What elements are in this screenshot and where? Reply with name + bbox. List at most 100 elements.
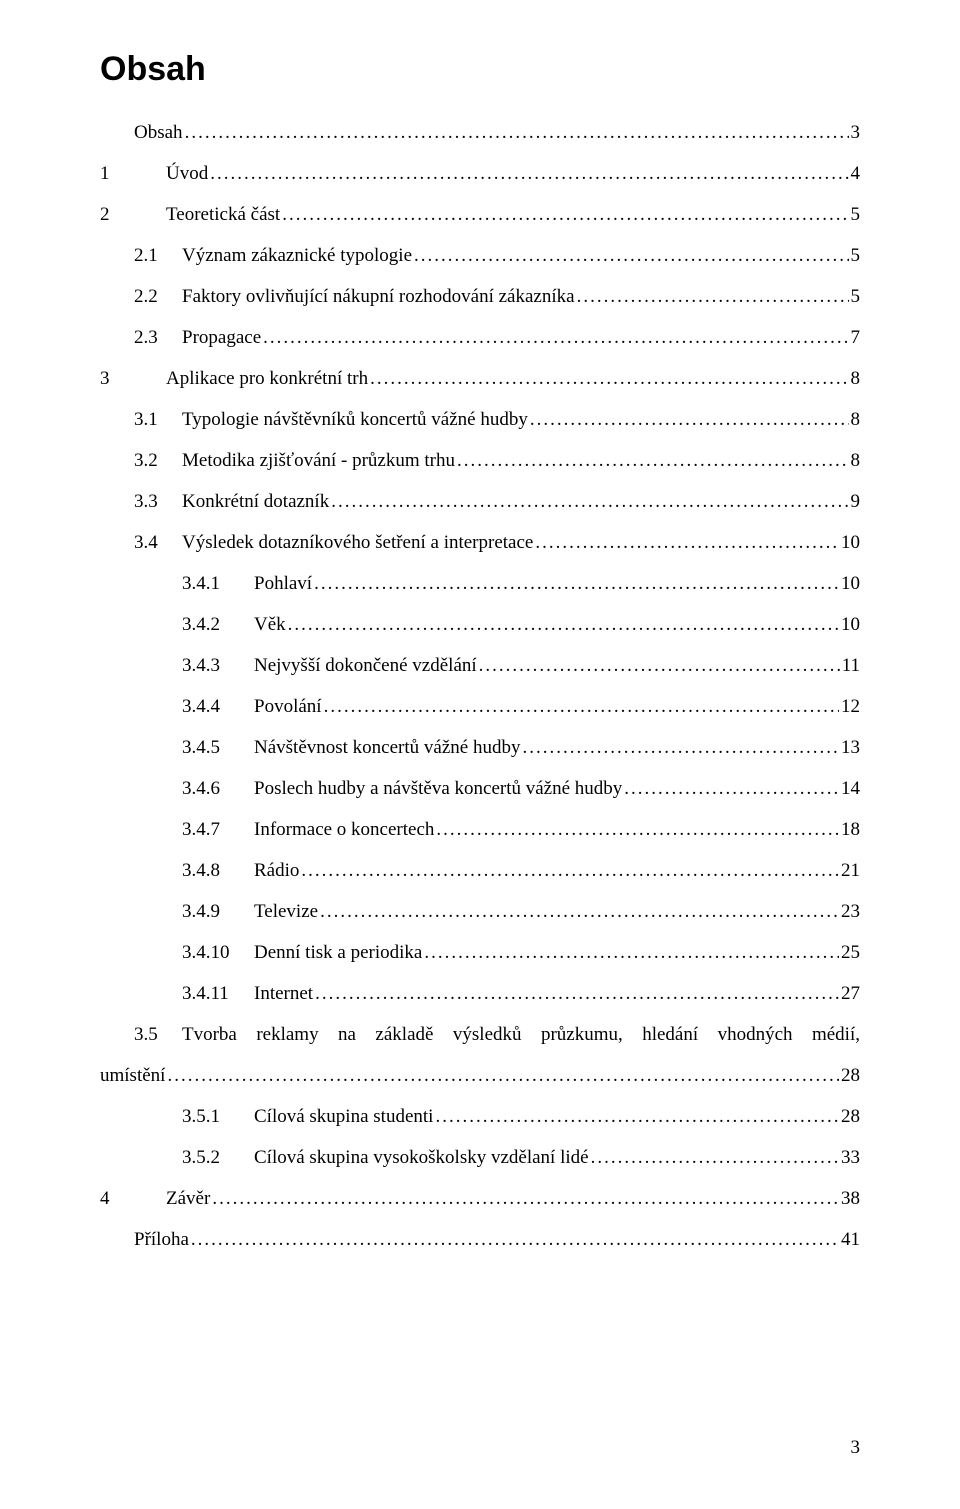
toc-page: 9 (851, 492, 861, 511)
toc-number: 3.4.4 (182, 697, 254, 716)
toc-number: 3.4 (134, 533, 182, 552)
toc-number: 3.4.11 (182, 984, 254, 1003)
toc-label: Význam zákaznické typologie (182, 246, 412, 265)
toc-label: Tvorba reklamy na základě výsledků průzk… (182, 1025, 860, 1044)
toc-line: 3.4.2Věk10 (100, 615, 860, 634)
toc-line: 3.5.1Cílová skupina studenti28 (100, 1107, 860, 1126)
toc-line: 3.4.8Rádio21 (100, 861, 860, 880)
toc-label: Faktory ovlivňující nákupní rozhodování … (182, 287, 575, 306)
toc-page: 8 (851, 369, 861, 388)
toc-dots (436, 820, 839, 839)
toc-line: 3.4.1Pohlaví10 (100, 574, 860, 593)
toc-dots (370, 369, 848, 388)
page: Obsah Obsah31Úvod42Teoretická část52.1Vý… (0, 0, 960, 1509)
toc-page: 27 (841, 984, 860, 1003)
toc-dots (320, 902, 839, 921)
toc-page: 33 (841, 1148, 860, 1167)
toc-page: 25 (841, 943, 860, 962)
toc-line: 3.4.10Denní tisk a periodika 25 (100, 943, 860, 962)
toc-page: 5 (851, 246, 861, 265)
toc-line: Obsah3 (100, 123, 860, 142)
toc-page: 21 (841, 861, 860, 880)
toc-dots (414, 246, 848, 265)
toc-dots (331, 492, 848, 511)
toc-page: 5 (851, 205, 861, 224)
toc-page: 41 (841, 1230, 860, 1249)
toc-dots (185, 123, 849, 142)
toc-number: 3.2 (134, 451, 182, 470)
toc-label: Cílová skupina vysokoškolsky vzdělaní li… (254, 1148, 589, 1167)
toc-line: 4Závěr38 (100, 1189, 860, 1208)
toc-line: 2.3Propagace7 (100, 328, 860, 347)
toc-label: Poslech hudby a návštěva koncertů vážné … (254, 779, 622, 798)
toc-page: 8 (851, 451, 861, 470)
toc-line: 3.4.6Poslech hudby a návštěva koncertů v… (100, 779, 860, 798)
toc-dots (191, 1230, 839, 1249)
toc-dots (591, 1148, 839, 1167)
toc-dots (479, 656, 840, 675)
toc-number: 3.4.8 (182, 861, 254, 880)
toc-line: 3.1Typologie návštěvníků koncertů vážné … (100, 410, 860, 429)
toc-dots (577, 287, 849, 306)
toc-page: 10 (841, 533, 860, 552)
toc-line: 3Aplikace pro konkrétní trh8 (100, 369, 860, 388)
toc-line: 1 Úvod 4 (100, 164, 860, 183)
toc-line: 3.4.4Povolání12 (100, 697, 860, 716)
toc-line: 3.4.5Návštěvnost koncertů vážné hudby13 (100, 738, 860, 757)
toc-number: 3.4.7 (182, 820, 254, 839)
toc-line: 3.2Metodika zjišťování - průzkum trhu 8 (100, 451, 860, 470)
toc-label: Typologie návštěvníků koncertů vážné hud… (182, 410, 528, 429)
toc-dots (315, 984, 839, 1003)
toc-number: 3.4.6 (182, 779, 254, 798)
toc-dots (522, 738, 839, 757)
toc-label: Návštěvnost koncertů vážné hudby (254, 738, 520, 757)
toc-line: 3.5.2Cílová skupina vysokoškolsky vzděla… (100, 1148, 860, 1167)
page-number: 3 (851, 1437, 861, 1459)
toc-dots (424, 943, 839, 962)
toc-dots (624, 779, 839, 798)
toc-number: 3.4.10 (182, 943, 254, 962)
toc-label: Internet (254, 984, 313, 1003)
toc-line: 3.4.7Informace o koncertech18 (100, 820, 860, 839)
toc-label: Věk (254, 615, 286, 634)
toc-label: Propagace (182, 328, 261, 347)
toc-label: Metodika zjišťování - průzkum trhu (182, 451, 455, 470)
toc-number: 3.4.9 (182, 902, 254, 921)
toc-label: Konkrétní dotazník (182, 492, 329, 511)
toc-label: Teoretická část (166, 205, 280, 224)
toc-dots (324, 697, 839, 716)
toc-label: Úvod (166, 164, 208, 183)
toc-number: 3.1 (134, 410, 182, 429)
toc-page: 4 (851, 164, 861, 183)
toc-line: 3.4Výsledek dotazníkového šetření a inte… (100, 533, 860, 552)
toc-number: 2 (100, 205, 134, 224)
toc-dots (167, 1066, 839, 1085)
toc-number: 1 (100, 164, 134, 183)
toc-dots (435, 1107, 839, 1126)
toc-dots (530, 410, 849, 429)
toc-page: 11 (842, 656, 860, 675)
toc-number: 3.5 (134, 1025, 182, 1044)
toc-page: 18 (841, 820, 860, 839)
toc-dots (212, 1189, 839, 1208)
toc-list: 3.5.1Cílová skupina studenti28 3.5.2Cílov… (100, 1107, 860, 1249)
toc-page: 38 (841, 1189, 860, 1208)
toc-label: Televize (254, 902, 318, 921)
toc-label: umístění (100, 1066, 165, 1085)
toc-number: 3.3 (134, 492, 182, 511)
toc-line: 2.1Význam zákaznické typologie5 (100, 246, 860, 265)
toc-label: Denní tisk a periodika (254, 943, 422, 962)
toc-line: 3.4.9Televize 23 (100, 902, 860, 921)
toc-line: 3.4.11Internet 27 (100, 984, 860, 1003)
toc-line: umístění 28 (100, 1066, 860, 1085)
toc-page: 3 (851, 123, 861, 142)
toc-page: 8 (851, 410, 861, 429)
toc-number: 3.5.1 (182, 1107, 254, 1126)
toc-page: 23 (841, 902, 860, 921)
toc-number: 4 (100, 1189, 134, 1208)
toc-label: Příloha (134, 1230, 189, 1249)
toc-number: 3.4.1 (182, 574, 254, 593)
toc-dots (314, 574, 839, 593)
toc-entry-wrapped: 3.5 Tvorba reklamy na základě výsledků p… (100, 1025, 860, 1044)
toc-dots (282, 205, 848, 224)
